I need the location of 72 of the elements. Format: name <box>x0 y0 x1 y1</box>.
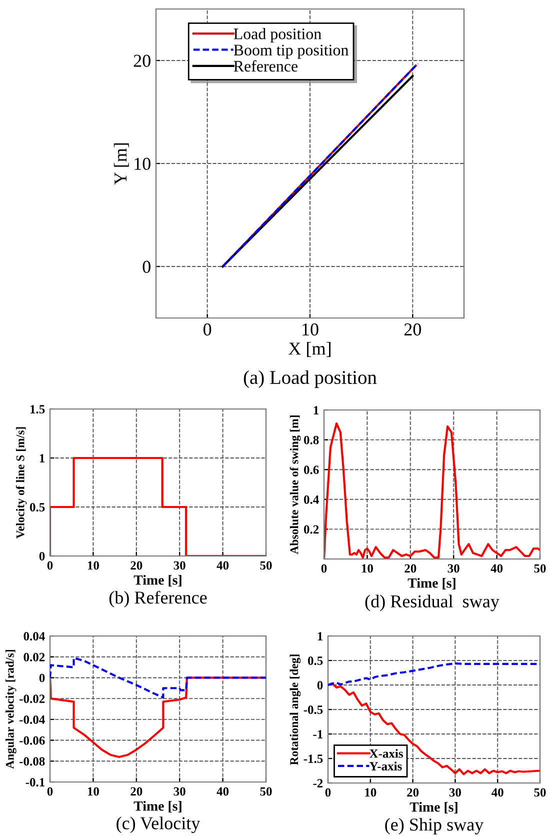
y-axis-title: Angular velocity [rad/s] <box>6 650 16 769</box>
legend-label: X-axis <box>369 749 403 758</box>
x-tick-label: 20 <box>404 323 422 336</box>
y-tick-label: 0.8 <box>304 436 319 444</box>
x-tick-label: 0 <box>47 561 53 570</box>
y-tick-label: 0.04 <box>24 632 45 641</box>
y-tick-label: 0.2 <box>304 525 319 534</box>
x-tick-label: 40 <box>216 787 229 796</box>
x-axis-title: Time [s] <box>410 802 458 814</box>
x-tick-label: 40 <box>492 788 504 797</box>
y-tick-label: -0.06 <box>20 736 45 745</box>
y-tick-label: 0.5 <box>308 656 323 666</box>
x-tick-label: 10 <box>88 787 99 796</box>
y-tick-label: 0.6 <box>304 466 319 474</box>
y-axis-title: Absolute value of swing [m] <box>290 416 301 554</box>
text: (b) Reference <box>109 590 207 608</box>
x-tick-label: 50 <box>534 788 546 797</box>
y-tick-label: 0.5 <box>30 503 45 512</box>
line-series <box>328 662 540 686</box>
y-tick-label: 0 <box>317 681 323 690</box>
y-tick-label: -2 <box>313 779 323 788</box>
legend-label: Reference <box>234 60 298 72</box>
y-tick-label: -1 <box>313 730 322 738</box>
text: (d) Residual sway <box>365 594 500 612</box>
x-tick-label: 10 <box>88 561 99 570</box>
x-tick-label: 10 <box>362 564 373 573</box>
y-tick-label: 1 <box>318 632 322 640</box>
x-tick-label: 20 <box>404 564 416 573</box>
y-tick-label: 20 <box>134 54 150 67</box>
x-tick-label: 0 <box>325 788 331 797</box>
y-tick-label: 1 <box>314 406 318 414</box>
y-axis-title: Rotational angle [deg] <box>290 654 301 766</box>
y-tick-label: 0 <box>39 674 45 682</box>
y-tick-label: 0.02 <box>24 652 45 662</box>
y-tick-label: 1.5 <box>30 405 45 414</box>
x-axis-title: Time [s] <box>134 574 182 586</box>
x-axis-title: X [m] <box>288 342 330 357</box>
y-axis-title: Velocity of line S [m/s] <box>16 427 27 539</box>
y-tick-label: -0.1 <box>26 778 44 787</box>
x-tick-label: 50 <box>534 564 546 573</box>
legend-label: Load position <box>234 28 322 43</box>
y-tick-label: 0 <box>39 552 45 560</box>
legend-label: Boom tip position <box>234 44 348 59</box>
line-series <box>50 656 266 699</box>
y-tick-label: -0.02 <box>20 694 45 704</box>
x-tick-label: 30 <box>174 561 186 570</box>
x-tick-label: 50 <box>260 787 272 796</box>
y-tick-label: 1 <box>40 454 44 462</box>
text: (a) Load position <box>244 370 377 388</box>
x-tick-label: 20 <box>407 788 419 797</box>
text: (e) Ship sway <box>385 818 484 834</box>
x-axis-title: Time [s] <box>408 578 456 590</box>
y-tick-label: 0 <box>142 260 150 273</box>
text: (c) Velocity <box>116 816 200 834</box>
y-tick-label: -0.08 <box>20 757 45 766</box>
x-tick-label: 50 <box>260 561 272 570</box>
y-tick-label: -0.04 <box>20 715 45 724</box>
x-tick-label: 40 <box>490 564 503 573</box>
y-tick-label: 0.4 <box>304 495 319 504</box>
x-tick-label: 0 <box>47 787 53 796</box>
x-tick-label: 30 <box>448 564 460 573</box>
y-tick-label: 10 <box>134 158 150 170</box>
x-tick-label: 0 <box>204 323 212 336</box>
x-tick-label: 40 <box>216 561 229 570</box>
y-tick-label: -1.5 <box>304 754 323 764</box>
x-tick-label: 30 <box>174 787 186 796</box>
y-tick-label: -0.5 <box>304 706 323 714</box>
y-axis-title: Y [m] <box>114 143 129 185</box>
x-tick-label: 30 <box>449 788 461 797</box>
x-tick-label: 10 <box>365 788 376 797</box>
x-axis-title: Time [s] <box>134 800 182 812</box>
legend-label: Y-axis <box>369 762 402 770</box>
